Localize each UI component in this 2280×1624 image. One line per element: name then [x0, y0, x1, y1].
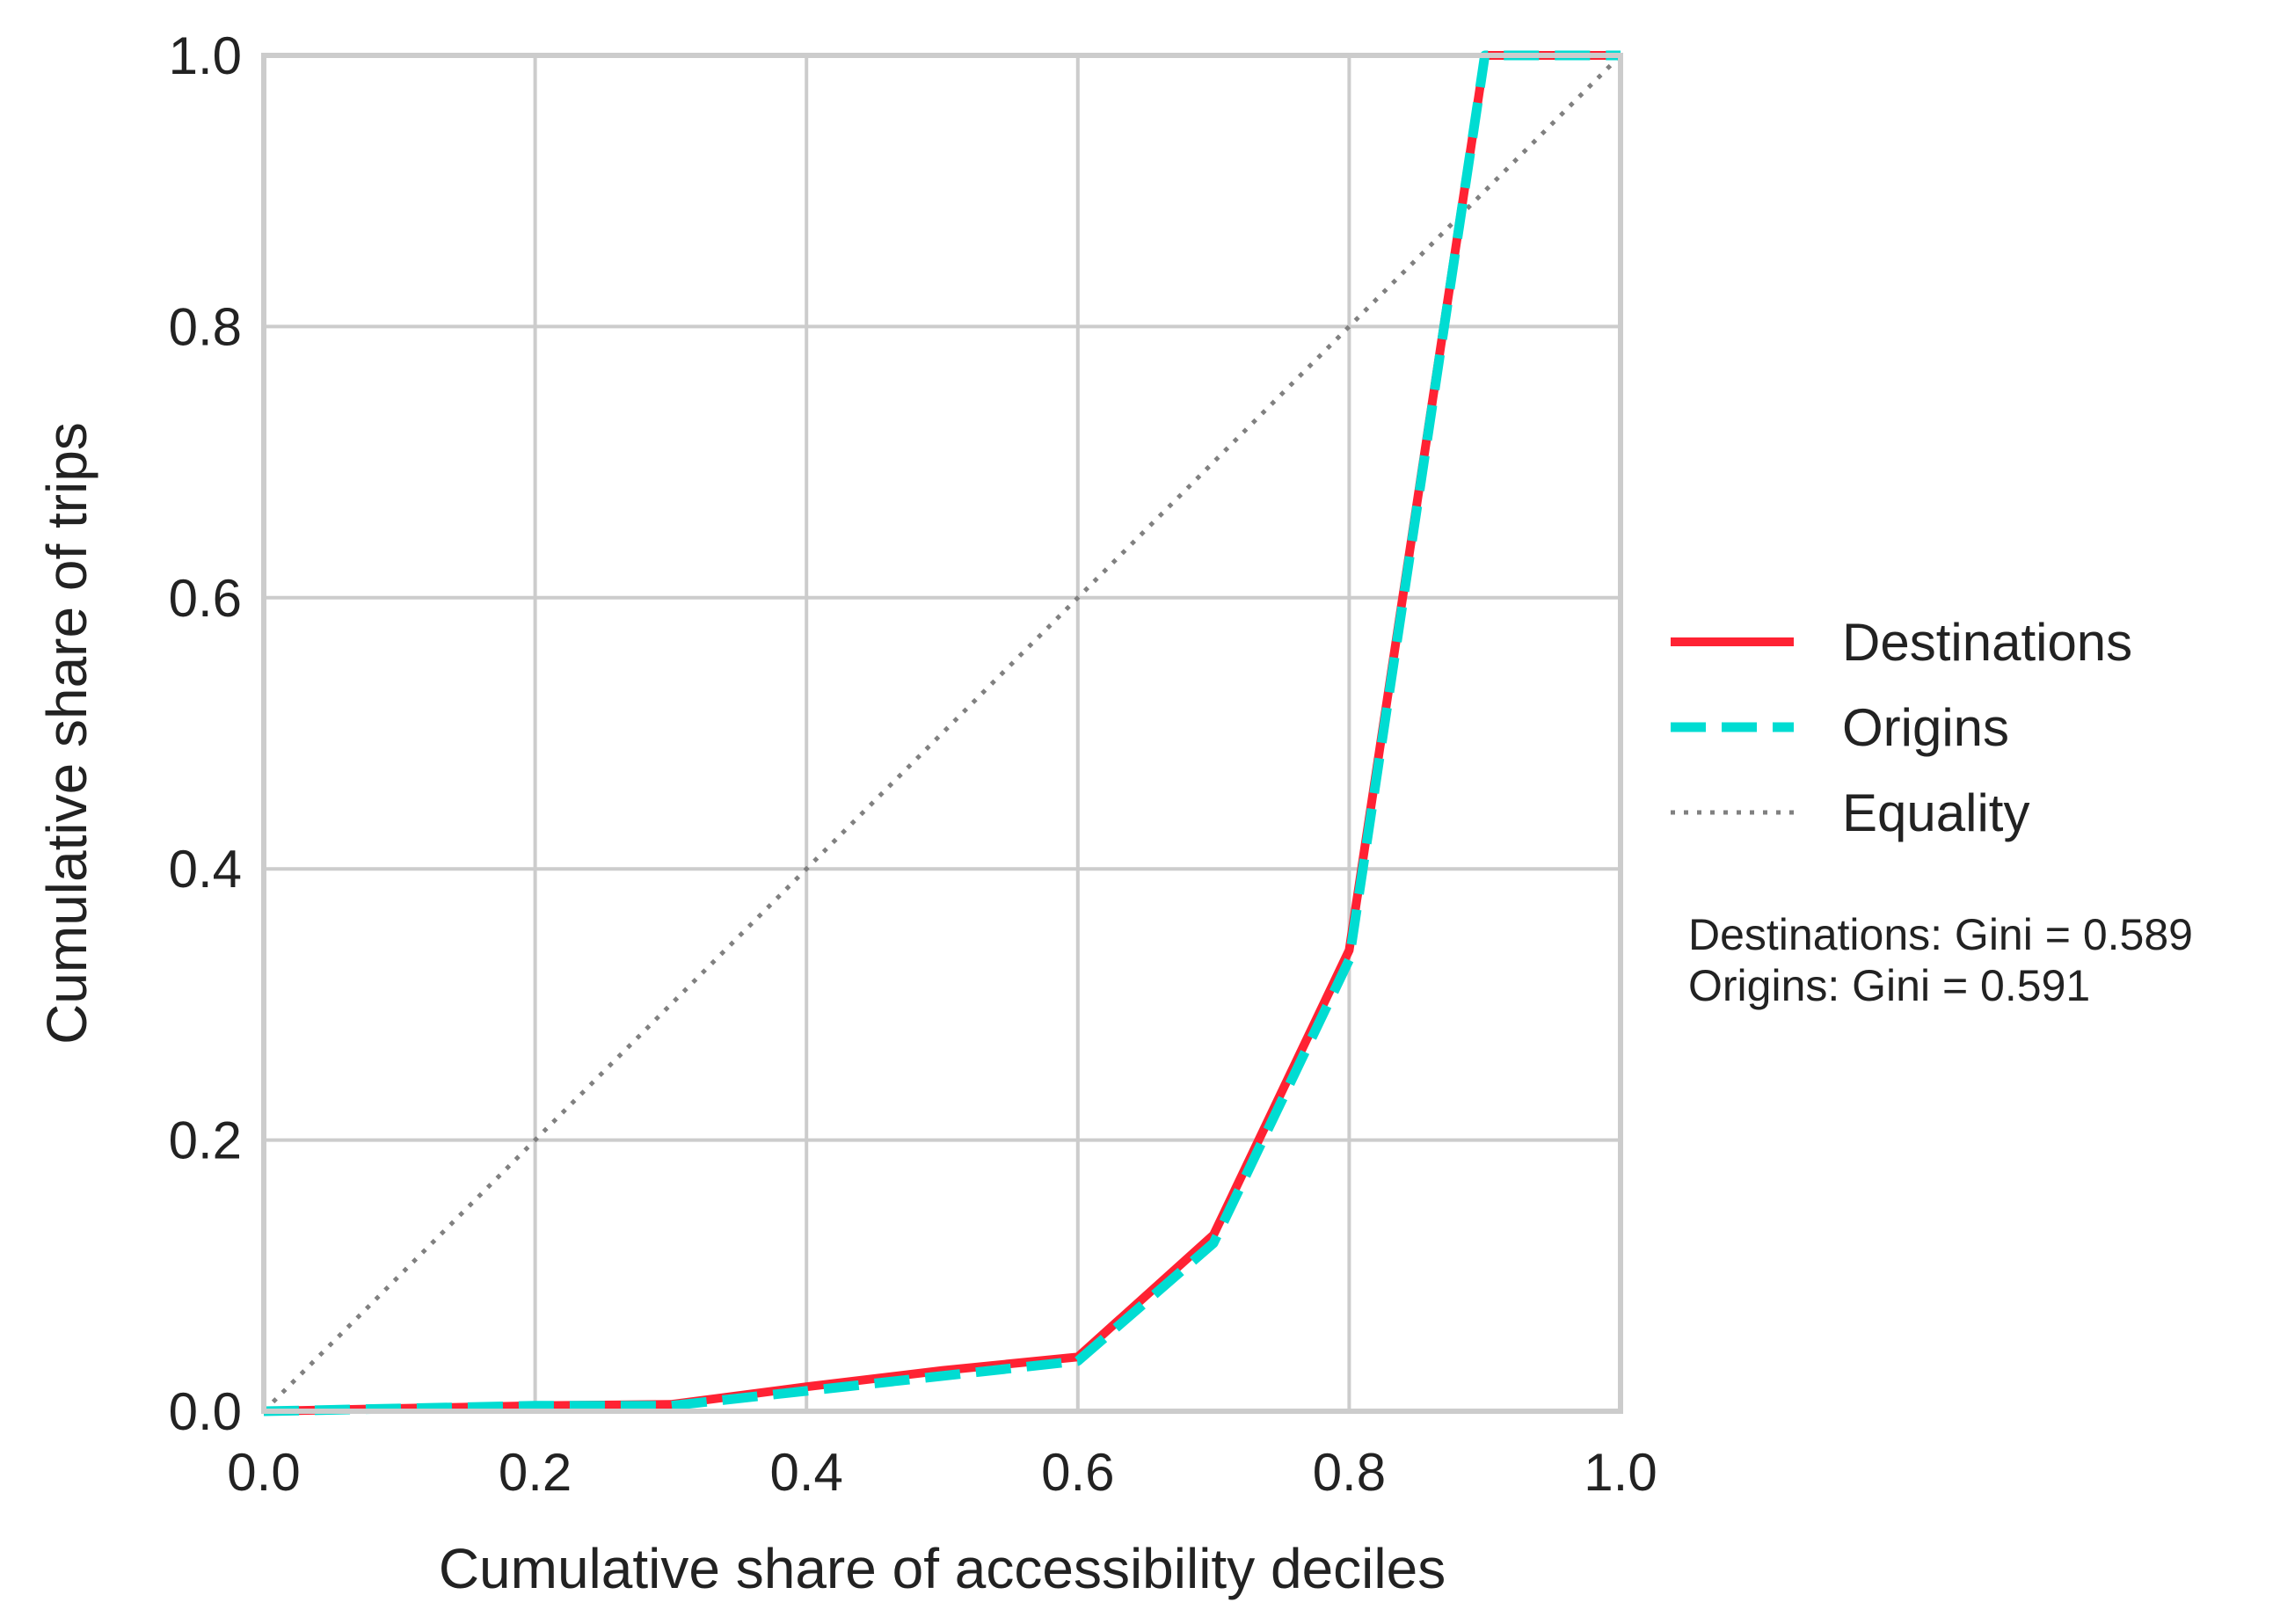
grid-lines: [262, 54, 1622, 1413]
y-tick-label-5: 1.0: [169, 26, 242, 85]
x-axis-label: Cumulative share of accessibility decile…: [439, 1537, 1446, 1600]
y-tick-label-4: 0.8: [169, 297, 242, 356]
x-tick-label-1: 0.2: [499, 1443, 572, 1502]
gini-origins-annotation: Origins: Gini = 0.591: [1688, 961, 2090, 1010]
gini-destinations-annotation: Destinations: Gini = 0.589: [1688, 910, 2193, 959]
tick-labels: 0.0 0.2 0.4 0.6 0.8 1.0 0.0 0.2 0.4 0.6 0.8 1.0: [169, 26, 1657, 1502]
y-tick-label-3: 0.6: [169, 569, 242, 628]
legend-label-equality: Equality: [1842, 783, 2029, 842]
y-tick-label-2: 0.4: [169, 840, 242, 899]
series-line-origins: [263, 50, 1621, 1416]
y-tick-label-1: 0.2: [169, 1111, 242, 1170]
y-axis-label: Cumulative share of trips: [35, 422, 98, 1045]
legend-label-origins: Origins: [1842, 698, 2009, 757]
legend-label-destinations: Destinations: [1842, 613, 2132, 672]
plot-series: [262, 50, 1622, 1416]
y-tick-label-0: 0.0: [169, 1382, 242, 1441]
series-line-destinations: [263, 51, 1621, 1416]
x-tick-label-3: 0.6: [1041, 1443, 1114, 1502]
gini-annotations: Destinations: Gini = 0.589 Origins: Gini…: [1688, 910, 2193, 1010]
series-line-equality: [262, 54, 1622, 1413]
x-tick-label-0: 0.0: [227, 1443, 300, 1502]
plot-frame: [261, 53, 1623, 1414]
x-tick-label-5: 1.0: [1584, 1443, 1657, 1502]
x-tick-label-4: 0.8: [1313, 1443, 1386, 1502]
x-tick-label-2: 0.4: [769, 1443, 842, 1502]
legend: Destinations Origins Equality: [1671, 613, 2132, 842]
